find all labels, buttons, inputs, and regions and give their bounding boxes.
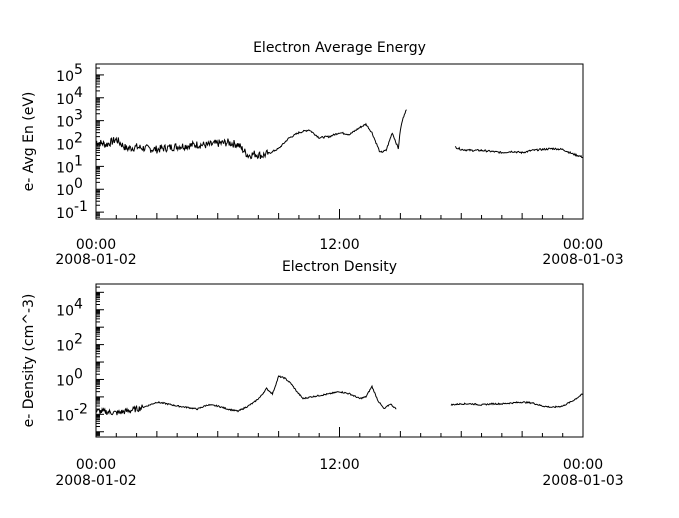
- y-tick-exponent: 2: [74, 332, 83, 348]
- plot-frame: [95, 63, 584, 220]
- y-tick-label: 10: [56, 339, 74, 355]
- chart-title: Electron Density: [282, 259, 397, 275]
- data-series-segment-2: [454, 146, 584, 159]
- x-tick-time-label: 00:00: [76, 237, 116, 253]
- x-tick-date-label: 2008-01-02: [55, 473, 136, 489]
- y-tick-exponent: -1: [74, 199, 88, 215]
- y-axis-label: e- Avg En (eV): [21, 92, 37, 192]
- y-tick-exponent: 1: [74, 153, 83, 169]
- y-tick-label: 10: [56, 408, 74, 424]
- x-tick-date-label: 2008-01-02: [55, 252, 136, 268]
- chart-title: Electron Average Energy: [253, 40, 426, 56]
- x-tick-time-label: 12:00: [319, 237, 359, 253]
- data-series-segment-2: [450, 393, 584, 409]
- x-tick-date-label: 2008-01-03: [542, 252, 623, 268]
- y-tick-exponent: 0: [74, 366, 83, 382]
- data-series-segment-1: [95, 109, 407, 160]
- x-tick-date-label: 2008-01-03: [542, 473, 623, 489]
- y-tick-exponent: -2: [74, 401, 88, 417]
- y-tick-label: 10: [56, 138, 74, 154]
- y-tick-label: 10: [56, 69, 74, 85]
- y-tick-label: 10: [56, 206, 74, 222]
- y-tick-exponent: 4: [74, 85, 83, 101]
- y-tick-exponent: 5: [74, 62, 83, 78]
- data-series-segment-1: [95, 375, 397, 416]
- plot-frame: [95, 283, 584, 438]
- y-tick-exponent: 2: [74, 131, 83, 147]
- y-tick-exponent: 0: [74, 176, 83, 192]
- x-tick-time-label: 00:00: [563, 457, 603, 473]
- y-tick-label: 10: [56, 304, 74, 320]
- x-tick-time-label: 12:00: [319, 457, 359, 473]
- y-tick-exponent: 3: [74, 108, 83, 124]
- y-tick-label: 10: [56, 373, 74, 389]
- y-tick-label: 10: [56, 183, 74, 199]
- y-tick-label: 10: [56, 115, 74, 131]
- y-tick-exponent: 4: [74, 297, 83, 313]
- x-tick-time-label: 00:00: [76, 457, 116, 473]
- y-axis-label: e- Density (cm^-3): [21, 294, 37, 428]
- x-tick-time-label: 00:00: [563, 237, 603, 253]
- y-tick-label: 10: [56, 160, 74, 176]
- y-tick-label: 10: [56, 92, 74, 108]
